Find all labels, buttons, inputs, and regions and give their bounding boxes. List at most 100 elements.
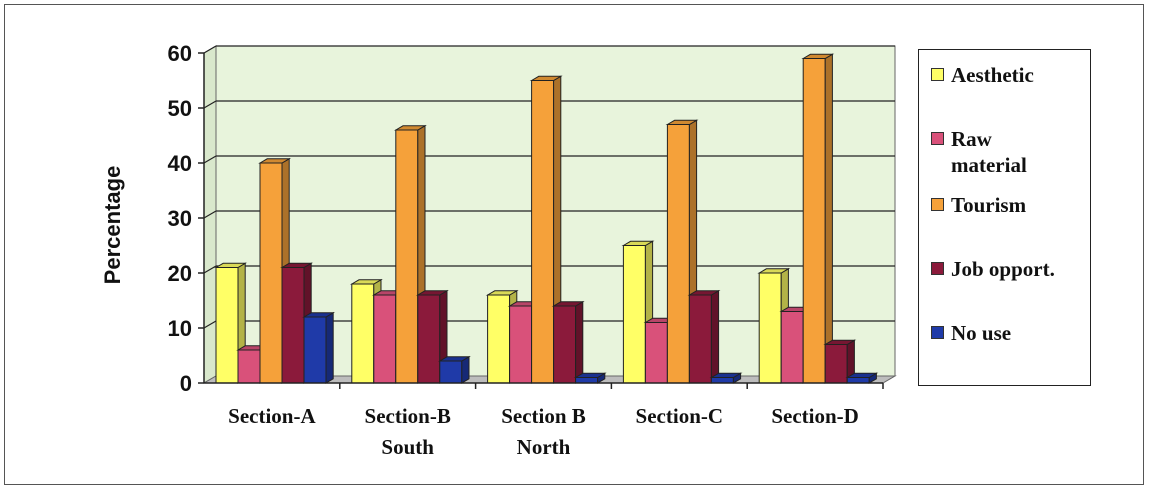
legend-item: No use: [931, 320, 1091, 346]
bar-front: [215, 267, 239, 384]
bar-top: [845, 372, 879, 378]
legend-label: Raw material: [951, 127, 1027, 177]
x-tick-label-line: Section B: [501, 404, 586, 428]
bar-front: [351, 283, 375, 384]
gridline-side: [203, 155, 217, 164]
bar-top: [280, 262, 314, 268]
bar-front: [373, 294, 397, 384]
bar-top: [687, 290, 721, 296]
bar-top: [393, 125, 427, 131]
x-tick-label-line: Section-A: [228, 404, 316, 428]
y-tick-label: 0: [180, 371, 192, 396]
bar-top: [551, 301, 585, 307]
bar-front: [688, 294, 712, 384]
bar: [687, 289, 721, 384]
x-tick-label: Section-C: [636, 404, 724, 428]
bar-front: [758, 272, 782, 384]
bar: [437, 355, 471, 384]
bar-front: [575, 377, 599, 384]
bar-front: [780, 311, 804, 384]
x-tick-label-line: Section-D: [771, 404, 859, 428]
bar-top: [485, 290, 519, 296]
x-tick-label-line: North: [517, 435, 571, 459]
bar: [709, 372, 743, 384]
gridline-side: [203, 100, 217, 109]
bar-front: [395, 129, 419, 384]
bar-front: [710, 377, 734, 384]
bar-front: [802, 58, 826, 384]
y-axis-label: Percentage: [100, 166, 125, 285]
chart-frame: 0 10 20 30 40 50 60 Section-A Section-B South Sec…: [4, 4, 1144, 485]
bar-front: [644, 322, 668, 384]
bar-top: [415, 290, 449, 296]
bar-top: [437, 356, 471, 362]
bar: [845, 372, 879, 384]
bar-front: [281, 267, 305, 384]
legend-swatch: [931, 198, 944, 211]
x-tick-label-line: Section-B: [365, 404, 451, 428]
bar-front: [824, 344, 848, 384]
gridline-side: [203, 210, 217, 219]
legend-swatch: [931, 68, 944, 81]
bar-front: [553, 305, 577, 384]
legend-label: Job opport.: [951, 257, 1055, 281]
bar-front: [487, 294, 511, 384]
gridline-side: [203, 320, 217, 329]
legend-item: Tourism: [931, 192, 1091, 218]
legend-label: Tourism: [951, 193, 1027, 217]
bar-front: [439, 360, 463, 384]
x-tick-label: Section-D: [771, 404, 859, 428]
y-tick-label: 50: [168, 96, 192, 121]
bar-side: [325, 311, 334, 384]
x-tick-label: Section-A: [228, 404, 316, 428]
bar: [823, 339, 857, 384]
bar-side: [824, 53, 833, 384]
gridline-side: [203, 265, 217, 274]
bar-top: [529, 75, 563, 81]
legend-swatch: [931, 262, 944, 275]
y-tick-label: 40: [168, 151, 192, 176]
bar-front: [509, 305, 533, 384]
y-tick-label: 10: [168, 316, 192, 341]
bar-front: [259, 162, 283, 384]
legend-label: Aesthetic: [951, 63, 1034, 87]
y-tick-labels: 0 10 20 30 40 50 60: [168, 41, 192, 396]
bar-top: [665, 119, 699, 125]
bar: [302, 311, 336, 384]
x-tick-label: Section B North: [501, 404, 586, 459]
legend: Aesthetic Raw material Tourism Job opport. N…: [918, 49, 1091, 386]
legend-item: Job opport.: [931, 256, 1091, 282]
bar-top: [349, 279, 383, 285]
bar-front: [846, 377, 870, 384]
bar-top: [823, 339, 857, 345]
bar-side: [710, 289, 720, 384]
bar-front: [417, 294, 441, 384]
legend-swatch: [931, 326, 944, 339]
gridline-side: [203, 45, 217, 54]
y-tick-label: 20: [168, 261, 192, 286]
bar-top: [573, 372, 607, 378]
legend-label: No use: [951, 321, 1012, 345]
bar-top: [801, 53, 835, 59]
bar-front: [531, 80, 555, 384]
bar: [551, 300, 585, 384]
legend-item: Raw material: [931, 126, 1046, 178]
legend-item: Aesthetic: [931, 62, 1091, 88]
x-tick-label: Section-B South: [365, 404, 451, 459]
bar-top: [302, 312, 336, 318]
bar-top: [258, 158, 292, 164]
bar-front: [622, 245, 646, 384]
axes: [198, 52, 884, 389]
bar-top: [709, 372, 743, 378]
bar-front: [237, 349, 261, 384]
bar-front: [666, 124, 690, 384]
bars: [214, 53, 879, 384]
bar-side: [575, 300, 584, 384]
bar-front: [303, 316, 327, 384]
bar: [573, 372, 607, 384]
bar-top: [214, 262, 248, 268]
y-tick-label: 30: [168, 206, 192, 231]
bar-top: [621, 240, 655, 246]
